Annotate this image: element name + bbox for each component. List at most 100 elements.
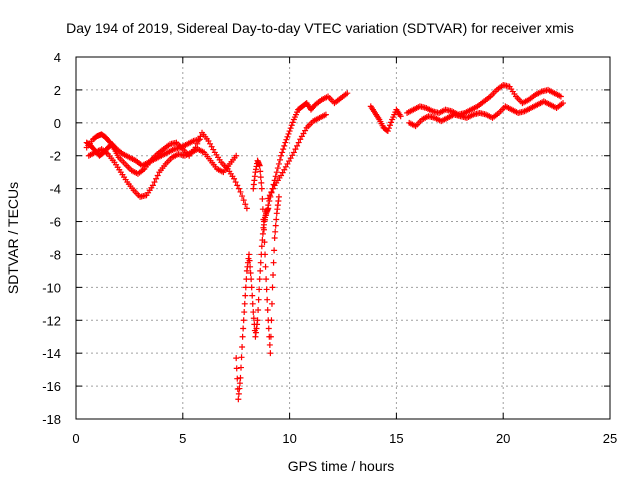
- data-point: [260, 221, 267, 228]
- data-point: [267, 333, 274, 340]
- data-point: [560, 100, 567, 107]
- data-point: [246, 257, 253, 264]
- data-point: [196, 136, 203, 143]
- data-point: [284, 133, 291, 140]
- data-point: [235, 185, 242, 192]
- y-tick-label: -4: [49, 182, 61, 197]
- data-point: [247, 263, 254, 270]
- data-point: [263, 286, 270, 293]
- data-point: [292, 146, 299, 153]
- data-point: [249, 300, 256, 307]
- data-point: [149, 182, 156, 189]
- data-point: [255, 306, 262, 313]
- data-point: [262, 263, 269, 270]
- data-point: [250, 309, 257, 316]
- x-tick-label: 0: [72, 431, 79, 446]
- data-point: [274, 165, 281, 172]
- data-point: [266, 192, 273, 199]
- data-point: [385, 125, 392, 132]
- y-tick-label: -6: [49, 215, 61, 230]
- y-tick-label: -18: [42, 412, 61, 427]
- data-point: [272, 173, 279, 180]
- data-point: [231, 175, 238, 182]
- data-point: [234, 182, 241, 189]
- data-point: [287, 125, 294, 132]
- data-point: [258, 185, 265, 192]
- data-point: [238, 354, 245, 361]
- data-point: [265, 202, 272, 209]
- data-point: [254, 317, 261, 324]
- data-point: [557, 93, 564, 100]
- data-point: [242, 284, 249, 291]
- data-point: [232, 179, 239, 186]
- y-tick-label: 0: [54, 116, 61, 131]
- series-late-a: [404, 81, 564, 118]
- data-point: [259, 230, 266, 237]
- data-point: [256, 162, 263, 169]
- grid: [76, 57, 610, 419]
- data-point: [246, 251, 253, 258]
- x-axis-label: GPS time / hours: [288, 458, 395, 474]
- data-point: [275, 160, 282, 167]
- series-plunge-a: [233, 205, 272, 403]
- data-point: [237, 188, 244, 195]
- data-point: [259, 206, 266, 213]
- data-point: [272, 228, 279, 235]
- data-point: [270, 185, 277, 192]
- data-point: [240, 317, 247, 324]
- y-tick-label: -16: [42, 379, 61, 394]
- data-point: [288, 122, 295, 129]
- data-point: [322, 111, 329, 118]
- data-point: [384, 128, 391, 135]
- data-point: [285, 130, 292, 137]
- data-point: [235, 390, 242, 397]
- data-point: [250, 315, 257, 322]
- data-point: [388, 119, 395, 126]
- data-point: [239, 344, 246, 351]
- data-point: [257, 168, 264, 175]
- data-point: [271, 247, 278, 254]
- y-tick-label: -12: [42, 313, 61, 328]
- data-point: [153, 175, 160, 182]
- data-point: [265, 325, 272, 332]
- data-point: [270, 272, 277, 279]
- y-axis-label: SDTVAR / TECUs: [5, 182, 21, 294]
- data-point: [154, 172, 161, 179]
- y-tick-label: -8: [49, 247, 61, 262]
- data-point: [240, 325, 247, 332]
- y-tick-labels: -18 -16 -14 -12 -10 -8 -6 -4 -2 0 2 4: [42, 50, 61, 427]
- data-point: [256, 286, 263, 293]
- data-point: [255, 296, 262, 303]
- data-point: [280, 146, 287, 153]
- series-track-c: [83, 136, 203, 169]
- data-point: [238, 364, 245, 371]
- data-point: [262, 216, 269, 223]
- data-point: [151, 179, 158, 186]
- y-tick-label: -2: [49, 149, 61, 164]
- data-point: [239, 193, 246, 200]
- x-tick-label: 20: [496, 431, 510, 446]
- data-point: [278, 152, 285, 159]
- data-point: [276, 156, 283, 163]
- x-tick-labels: 0 5 10 15 20 25: [72, 431, 617, 446]
- data-point: [243, 205, 250, 212]
- data-point: [282, 139, 289, 146]
- data-point: [265, 195, 272, 202]
- data-point: [236, 385, 243, 392]
- data-point: [264, 306, 271, 313]
- data-point: [233, 355, 240, 362]
- data-point: [247, 269, 254, 276]
- series-recovery-b: [265, 111, 329, 202]
- data-point: [241, 300, 248, 307]
- data-point: [267, 350, 274, 357]
- series-recovery: [260, 90, 351, 228]
- data-point: [275, 193, 282, 200]
- plot-frame: [75, 56, 611, 420]
- data-point: [248, 276, 255, 283]
- data-point: [281, 142, 288, 149]
- data-point: [264, 207, 271, 214]
- data-point: [258, 243, 265, 250]
- data-point: [242, 292, 249, 299]
- data-point: [270, 259, 277, 266]
- data-point: [241, 309, 248, 316]
